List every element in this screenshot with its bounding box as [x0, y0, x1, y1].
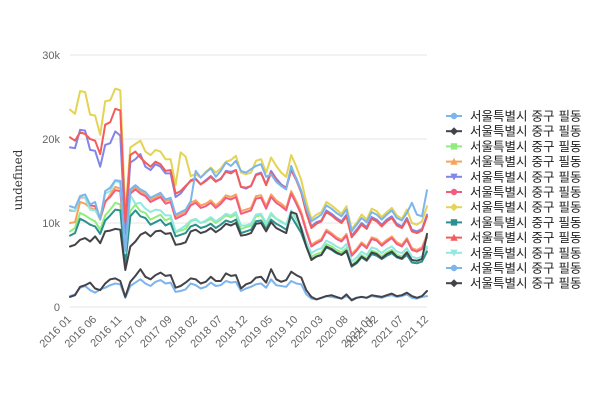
legend-marker-icon [450, 188, 458, 196]
legend-marker-icon [450, 219, 458, 226]
legend-label: 서울특별시 중구 필동 [470, 185, 581, 200]
series-line-2[interactable] [69, 268, 428, 302]
y-tick-label: 30k [42, 50, 60, 62]
legend-marker-icon [450, 233, 458, 241]
y-tick-label: 20k [42, 134, 60, 146]
y-axis-label: undefined [11, 149, 25, 210]
legend-item-7[interactable]: 서울특별시 중구 필동 [446, 200, 581, 215]
legend-label: 서울특별시 중구 필동 [470, 230, 581, 245]
legend-marker-icon [450, 112, 458, 120]
legend-label: 서울특별시 중구 필동 [470, 261, 581, 276]
y-tick-label: 0 [54, 302, 60, 314]
legend-label: 서울특별시 중구 필동 [470, 154, 581, 169]
legend-label: 서울특별시 중구 필동 [470, 109, 581, 124]
legend-marker-icon [450, 127, 458, 136]
legend-label: 서울특별시 중구 필동 [470, 200, 581, 215]
legend-item-2[interactable]: 서울특별시 중구 필동 [446, 124, 581, 139]
legend-item-11[interactable]: 서울특별시 중구 필동 [446, 261, 581, 276]
legend-item-6[interactable]: 서울특별시 중구 필동 [446, 185, 581, 200]
legend-marker-icon [450, 143, 458, 150]
legend-item-5[interactable]: 서울특별시 중구 필동 [446, 169, 581, 184]
legend-item-12[interactable]: 서울특별시 중구 필동 [446, 276, 581, 291]
series-line-12[interactable] [69, 211, 428, 271]
legend-label: 서울특별시 중구 필동 [470, 276, 581, 291]
legend-item-8[interactable]: 서울특별시 중구 필동 [446, 215, 581, 230]
legend-label: 서울특별시 중구 필동 [470, 169, 581, 184]
legend-item-3[interactable]: 서울특별시 중구 필동 [446, 139, 581, 154]
legend-marker-icon [450, 249, 458, 257]
legend-marker-icon [450, 173, 458, 181]
series-line-9[interactable] [69, 107, 428, 239]
legend-marker-icon [450, 203, 458, 212]
legend-label: 서울특별시 중구 필동 [470, 215, 581, 230]
legend-label: 서울특별시 중구 필동 [470, 245, 581, 260]
series-line-11[interactable] [69, 159, 428, 252]
y-tick-label: 10k [42, 218, 60, 230]
legend-item-4[interactable]: 서울특별시 중구 필동 [446, 154, 581, 169]
legend-item-10[interactable]: 서울특별시 중구 필동 [446, 245, 581, 260]
legend-label: 서울특별시 중구 필동 [470, 139, 581, 154]
legend-item-9[interactable]: 서울특별시 중구 필동 [446, 230, 581, 245]
legend-marker-icon [450, 279, 458, 288]
series-lines [69, 87, 428, 302]
legend-marker-icon [450, 264, 458, 272]
legend-label: 서울특별시 중구 필동 [470, 124, 581, 139]
legend-marker-icon [450, 157, 458, 165]
legend-item-1[interactable]: 서울특별시 중구 필동 [446, 109, 581, 124]
y-axis-ticks: 0 10k 20k 30k [42, 50, 60, 314]
